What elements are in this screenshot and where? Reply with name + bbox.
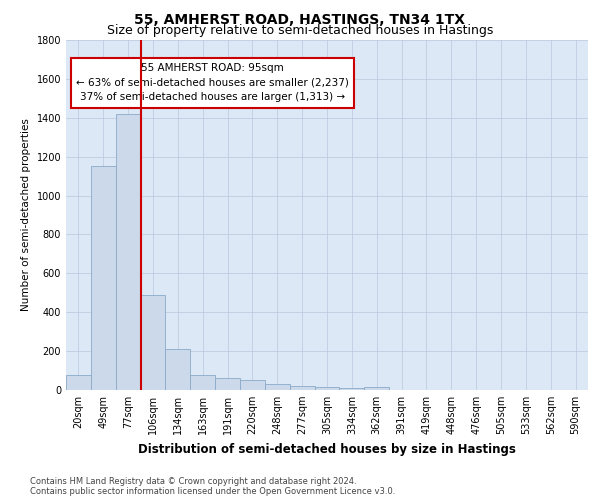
Text: Size of property relative to semi-detached houses in Hastings: Size of property relative to semi-detach… <box>107 24 493 37</box>
Bar <box>364 387 389 390</box>
Bar <box>340 388 364 390</box>
Bar <box>66 376 91 390</box>
Bar <box>314 387 340 390</box>
Bar <box>240 380 265 390</box>
Bar <box>91 166 116 390</box>
Text: 55, AMHERST ROAD, HASTINGS, TN34 1TX: 55, AMHERST ROAD, HASTINGS, TN34 1TX <box>134 12 466 26</box>
Y-axis label: Number of semi-detached properties: Number of semi-detached properties <box>21 118 31 312</box>
Bar <box>116 114 140 390</box>
Text: 55 AMHERST ROAD: 95sqm
← 63% of semi-detached houses are smaller (2,237)
37% of : 55 AMHERST ROAD: 95sqm ← 63% of semi-det… <box>76 62 349 102</box>
Bar <box>190 376 215 390</box>
Bar <box>140 294 166 390</box>
Bar <box>265 384 290 390</box>
X-axis label: Distribution of semi-detached houses by size in Hastings: Distribution of semi-detached houses by … <box>138 442 516 456</box>
Bar <box>290 386 314 390</box>
Text: Contains HM Land Registry data © Crown copyright and database right 2024.
Contai: Contains HM Land Registry data © Crown c… <box>30 476 395 496</box>
Bar <box>166 349 190 390</box>
Bar <box>215 378 240 390</box>
